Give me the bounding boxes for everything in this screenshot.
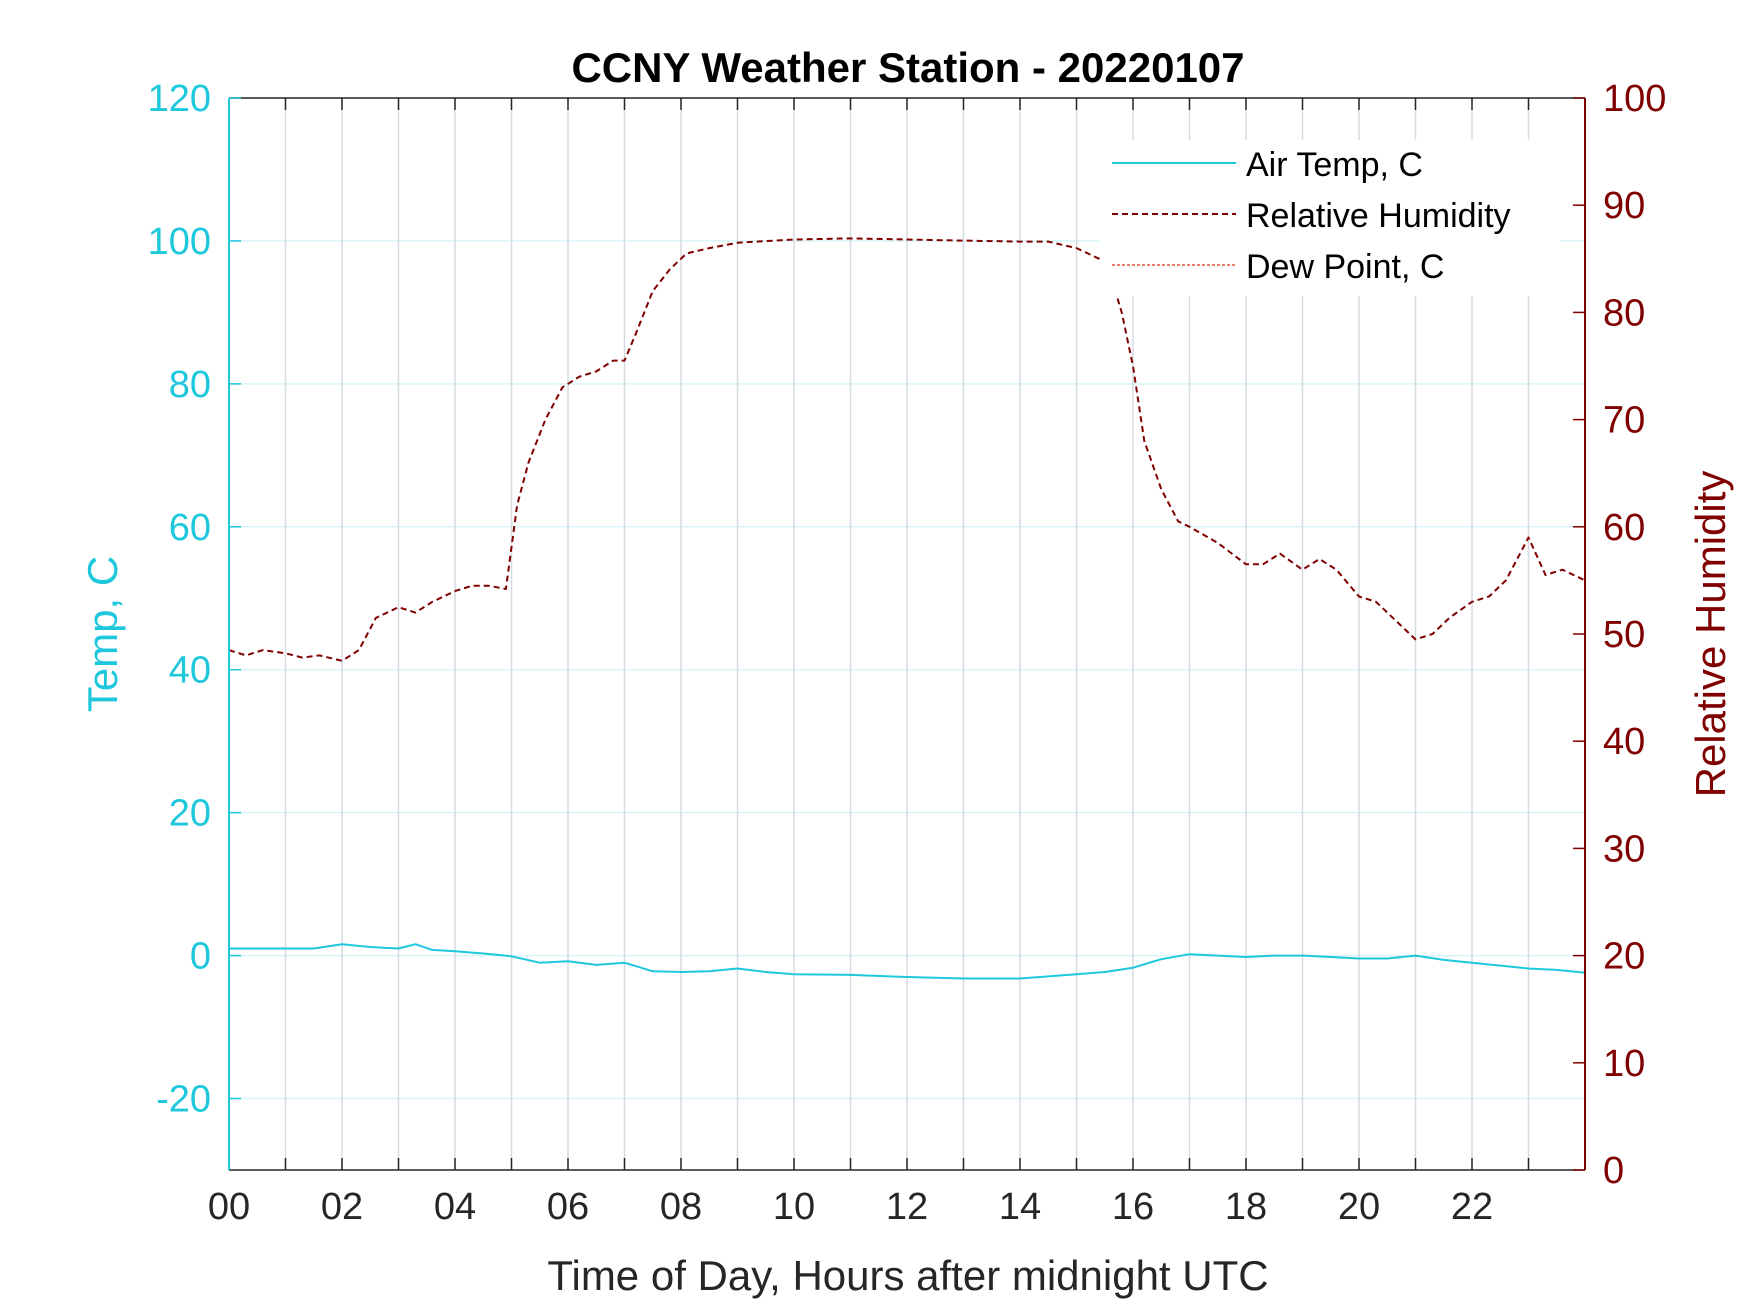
y-right-tick-label: 60 bbox=[1603, 507, 1645, 549]
y-left-tick-label: 100 bbox=[148, 221, 211, 263]
legend-box bbox=[1100, 140, 1560, 296]
x-tick-label: 06 bbox=[547, 1186, 589, 1228]
y-right-tick-label: 10 bbox=[1603, 1043, 1645, 1085]
series-line-air-temp bbox=[229, 943, 1586, 980]
y-axis-right-label: Relative Humidity bbox=[1687, 471, 1734, 798]
x-tick-label: 14 bbox=[999, 1186, 1041, 1228]
y-axis-left-label: Temp, C bbox=[79, 556, 126, 712]
y-left-tick-label: 20 bbox=[169, 793, 211, 835]
grid bbox=[229, 97, 1585, 1170]
y-left-tick-label: 0 bbox=[190, 936, 211, 978]
x-tick-label: 18 bbox=[1225, 1186, 1267, 1228]
y-right-tick-label: 0 bbox=[1603, 1150, 1624, 1192]
x-tick-label: 00 bbox=[208, 1186, 250, 1228]
chart-title: CCNY Weather Station - 20220107 bbox=[571, 44, 1244, 91]
axes bbox=[228, 97, 1586, 1171]
y-left-tick-label: -20 bbox=[156, 1079, 211, 1121]
x-tick-label: 02 bbox=[321, 1186, 363, 1228]
series-layer bbox=[228, 237, 1586, 980]
y-right-tick-label: 100 bbox=[1603, 78, 1666, 120]
legend-label-dew-point: Dew Point, C bbox=[1246, 248, 1444, 286]
y-left-tick-label: 40 bbox=[169, 650, 211, 692]
legend: Air Temp, C Relative Humidity Dew Point,… bbox=[1100, 140, 1560, 296]
legend-label-humidity: Relative Humidity bbox=[1246, 197, 1511, 235]
y-right-tick-label: 30 bbox=[1603, 828, 1645, 870]
x-tick-label: 20 bbox=[1338, 1186, 1380, 1228]
y-right-tick-label: 90 bbox=[1603, 185, 1645, 227]
y-right-tick-label: 80 bbox=[1603, 292, 1645, 334]
x-tick-label: 12 bbox=[886, 1186, 928, 1228]
x-tick-label: 22 bbox=[1451, 1186, 1493, 1228]
y-left-tick-label: 120 bbox=[148, 78, 211, 120]
x-tick-label: 04 bbox=[434, 1186, 476, 1228]
y-left-tick-label: 60 bbox=[169, 507, 211, 549]
y-right-tick-label: 50 bbox=[1603, 614, 1645, 656]
tick-labels: 00 02 04 06 08 10 12 14 16 18 20 22-200204060801001… bbox=[148, 78, 1667, 1228]
x-tick-label: 10 bbox=[773, 1186, 815, 1228]
legend-label-air-temp: Air Temp, C bbox=[1246, 146, 1423, 184]
x-axis-label: Time of Day, Hours after midnight UTC bbox=[547, 1252, 1268, 1299]
y-left-tick-label: 80 bbox=[169, 364, 211, 406]
y-right-tick-label: 40 bbox=[1603, 721, 1645, 763]
y-right-tick-label: 20 bbox=[1603, 936, 1645, 978]
x-tick-label: 16 bbox=[1112, 1186, 1154, 1228]
x-tick-label: 08 bbox=[660, 1186, 702, 1228]
y-right-tick-label: 70 bbox=[1603, 400, 1645, 442]
series-line-humidity bbox=[228, 237, 1586, 662]
